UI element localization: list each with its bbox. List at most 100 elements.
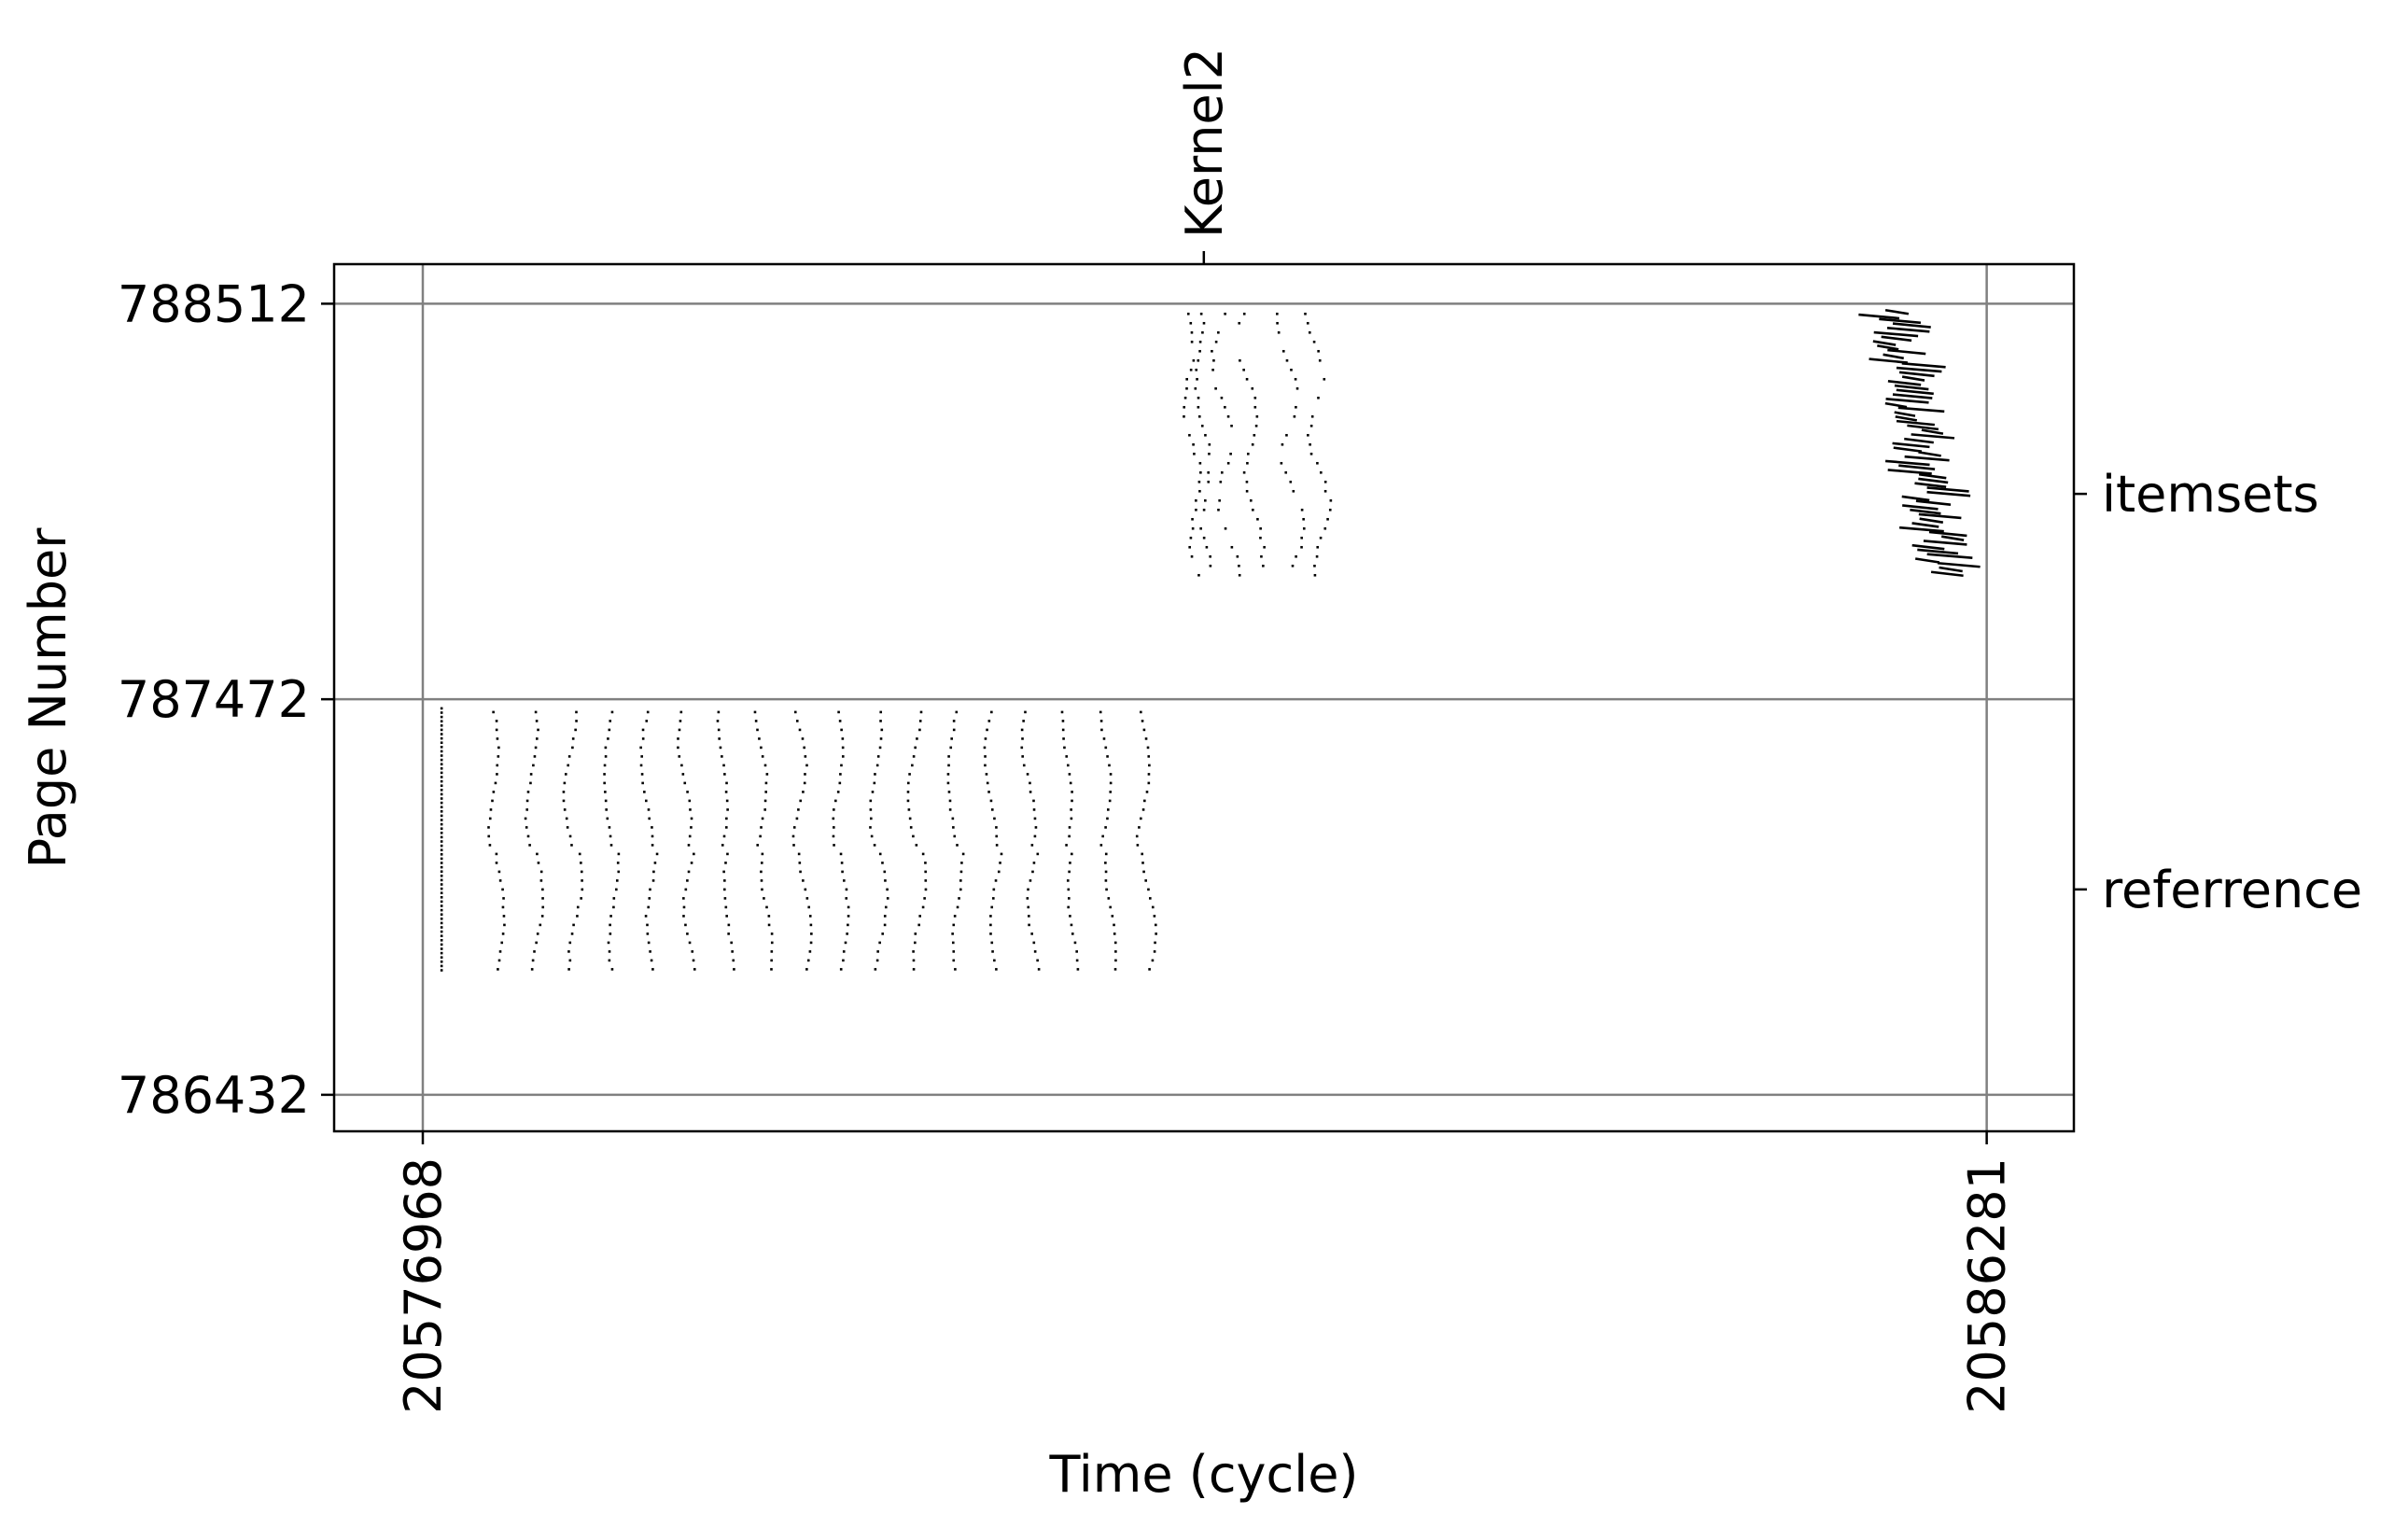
referrence-point bbox=[501, 905, 505, 909]
itemsets-point bbox=[1209, 564, 1212, 568]
itemsets-segment bbox=[1895, 415, 1918, 422]
referrence-point bbox=[995, 834, 999, 838]
referrence-point bbox=[1136, 844, 1140, 847]
itemsets-point bbox=[1291, 564, 1295, 568]
referrence-point bbox=[906, 791, 910, 793]
itemsets-point bbox=[1242, 470, 1246, 474]
itemsets-segment bbox=[1914, 482, 1947, 488]
referrence-point bbox=[648, 817, 651, 820]
referrence-point bbox=[725, 799, 729, 803]
referrence-point bbox=[952, 826, 955, 829]
itemsets-segment bbox=[1939, 566, 1963, 573]
referrence-point bbox=[574, 728, 577, 732]
itemsets-point bbox=[1220, 470, 1224, 474]
referrence-point bbox=[495, 728, 498, 732]
referrence-point bbox=[924, 879, 928, 882]
referrence-point bbox=[770, 941, 774, 945]
referrence-point bbox=[524, 817, 527, 820]
itemsets-segment bbox=[1896, 366, 1942, 373]
referrence-point bbox=[999, 862, 1001, 864]
itemsets-point bbox=[1290, 368, 1293, 371]
itemsets-point bbox=[1183, 405, 1186, 409]
referrence-point bbox=[1100, 728, 1103, 732]
referrence-point bbox=[440, 711, 443, 714]
referrence-point bbox=[440, 891, 443, 895]
referrence-point bbox=[681, 773, 685, 776]
referrence-point bbox=[921, 905, 925, 909]
referrence-point bbox=[723, 773, 726, 776]
referrence-point bbox=[725, 915, 728, 918]
referrence-point bbox=[1106, 817, 1109, 820]
itemsets-point bbox=[1263, 545, 1266, 549]
itemsets-point bbox=[1202, 321, 1206, 325]
referrence-point bbox=[496, 737, 499, 740]
itemsets-segment bbox=[1881, 335, 1912, 343]
referrence-point bbox=[1031, 870, 1034, 874]
referrence-point bbox=[693, 968, 696, 971]
referrence-point bbox=[756, 728, 759, 732]
referrence-point bbox=[529, 781, 532, 785]
referrence-point bbox=[1107, 808, 1110, 811]
referrence-point bbox=[440, 832, 443, 834]
referrence-point bbox=[440, 878, 443, 882]
referrence-point bbox=[488, 844, 492, 847]
referrence-point bbox=[808, 915, 812, 918]
referrence-point bbox=[1069, 781, 1072, 785]
referrence-point bbox=[770, 968, 773, 971]
referrence-point bbox=[1147, 773, 1151, 776]
referrence-point bbox=[690, 862, 693, 864]
referrence-point bbox=[539, 923, 542, 927]
referrence-point bbox=[798, 862, 802, 864]
referrence-point bbox=[495, 720, 498, 722]
itemsets-point bbox=[1229, 452, 1232, 456]
referrence-point bbox=[1109, 781, 1113, 785]
referrence-point bbox=[1154, 941, 1156, 945]
itemsets-point bbox=[1304, 312, 1307, 315]
referrence-point bbox=[875, 764, 879, 767]
referrence-point bbox=[440, 934, 443, 938]
itemsets-segment bbox=[1885, 398, 1929, 404]
referrence-point bbox=[440, 822, 443, 826]
referrence-point bbox=[838, 720, 842, 722]
referrence-point bbox=[526, 791, 530, 793]
itemsets-point bbox=[1192, 358, 1196, 362]
referrence-point bbox=[440, 930, 443, 933]
referrence-point bbox=[440, 810, 443, 813]
itemsets-point bbox=[1204, 498, 1207, 502]
referrence-point bbox=[954, 968, 957, 971]
y-tick-label: 788512 bbox=[118, 274, 310, 333]
itemsets-point bbox=[1246, 452, 1250, 456]
referrence-point bbox=[767, 923, 771, 927]
itemsets-point bbox=[1202, 536, 1206, 540]
itemsets-point bbox=[1188, 433, 1191, 437]
referrence-point bbox=[440, 857, 443, 861]
itemsets-point bbox=[1188, 545, 1191, 549]
referrence-point bbox=[764, 781, 768, 785]
referrence-point bbox=[770, 959, 773, 962]
referrence-point bbox=[1071, 932, 1074, 935]
referrence-point bbox=[691, 950, 694, 953]
referrence-point bbox=[995, 826, 998, 829]
itemsets-segment bbox=[1877, 344, 1899, 351]
itemsets-segment bbox=[1883, 353, 1904, 360]
referrence-point bbox=[581, 888, 584, 891]
referrence-point bbox=[488, 817, 492, 820]
referrence-point bbox=[959, 888, 962, 891]
referrence-point bbox=[496, 773, 498, 776]
referrence-point bbox=[1146, 746, 1150, 750]
referrence-point bbox=[1105, 888, 1108, 891]
itemsets-point bbox=[1319, 536, 1323, 540]
itemsets-segment bbox=[1898, 371, 1935, 378]
referrence-point bbox=[688, 834, 692, 838]
itemsets-point bbox=[1189, 368, 1193, 371]
itemsets-point bbox=[1246, 461, 1249, 465]
itemsets-segment bbox=[1921, 428, 1944, 435]
referrence-point bbox=[644, 915, 648, 918]
itemsets-point bbox=[1307, 433, 1309, 437]
referrence-point bbox=[839, 852, 843, 856]
tick-labels: 20576968 20586281 786432 787472 788512 Kernel… bbox=[118, 48, 2362, 1414]
referrence-point bbox=[1022, 764, 1026, 767]
referrence-point bbox=[525, 808, 529, 811]
referrence-point bbox=[1070, 808, 1072, 811]
referrence-point bbox=[946, 781, 950, 785]
